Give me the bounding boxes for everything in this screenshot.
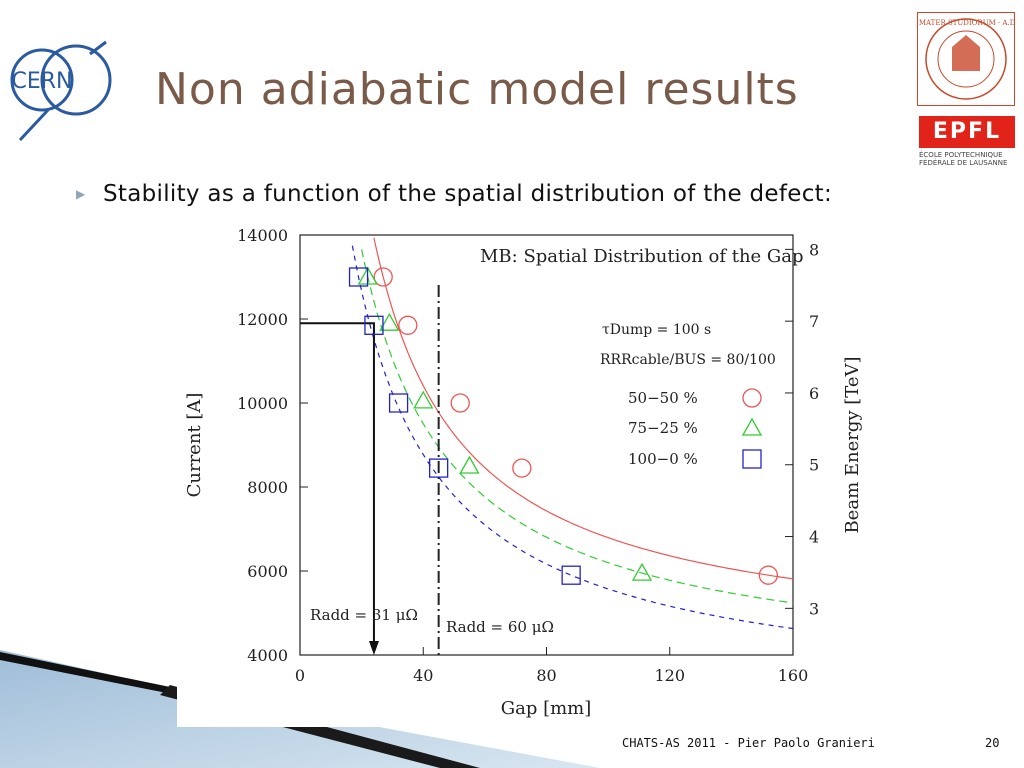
cern-logo-text: CERN xyxy=(11,69,72,94)
epfl-wordmark: EPFL xyxy=(919,116,1015,148)
chart-title: MB: Spatial Distribution of the Gap xyxy=(480,246,804,267)
legend-label: 75−25 % xyxy=(628,419,698,437)
unibo-logo: ALMA MATER STUDIORUM · A.D. 1088 xyxy=(894,12,1024,106)
bullet-icon: ▶ xyxy=(76,187,86,201)
x-axis-ticks: 0 40 80 120 160 xyxy=(295,647,808,685)
x-tick-label: 0 xyxy=(295,666,305,685)
data-point-triangle xyxy=(631,562,653,581)
fit-curves xyxy=(351,237,794,630)
y-tick-label: 8000 xyxy=(247,478,288,497)
x-axis-label: Gap [mm] xyxy=(501,698,592,719)
operating-point-arrow xyxy=(300,322,375,647)
data-point-circle xyxy=(450,393,470,413)
y-tick-label: 14000 xyxy=(237,226,288,245)
legend-marker-circle xyxy=(742,388,762,408)
y-tick-label: 4000 xyxy=(247,646,288,665)
data-point-circle xyxy=(398,315,418,335)
epfl-logo: EPFL ÉCOLE POLYTECHNIQUE FÉDÉRALE DE LAU… xyxy=(919,116,1015,167)
legend-header-tau: τDump = 100 s xyxy=(602,322,711,338)
y-tick-label: 6000 xyxy=(247,562,288,581)
bullet-text: Stability as a function of the spatial d… xyxy=(103,181,833,207)
legend-label: 100−0 % xyxy=(628,450,698,468)
y2-tick-label: 7 xyxy=(809,312,819,331)
y-axis-ticks: 4000 6000 8000 10000 12000 14000 xyxy=(237,226,308,665)
y-tick-label: 12000 xyxy=(237,310,288,329)
data-markers xyxy=(348,266,778,585)
cern-logo: CERN xyxy=(10,40,112,142)
x-tick-label: 120 xyxy=(654,666,685,685)
data-point-circle xyxy=(512,458,532,478)
fit-curve-1 xyxy=(361,249,794,604)
x-tick-label: 160 xyxy=(778,666,809,685)
data-point-circle xyxy=(758,565,778,585)
data-point-square xyxy=(561,565,581,585)
data-point-square xyxy=(388,393,409,413)
data-point-triangle xyxy=(379,312,400,331)
radd-31-label: Radd = 31 μΩ xyxy=(310,606,418,624)
fit-curve-0 xyxy=(373,237,794,580)
y2-axis-label: Beam Energy [TeV] xyxy=(842,356,863,533)
unibo-logo-text: ALMA MATER STUDIORUM · A.D. 1088 xyxy=(918,19,1014,27)
legend-marker-square xyxy=(742,449,762,469)
data-point-circle xyxy=(373,267,393,287)
arrow-head xyxy=(368,641,379,655)
legend-label: 50−50 % xyxy=(628,389,698,407)
data-point-square xyxy=(348,267,369,287)
fit-curve-2 xyxy=(351,245,794,630)
y-axis-label: Current [A] xyxy=(184,393,205,498)
data-point-triangle xyxy=(459,455,480,474)
annotations: Radd = 31 μΩ Radd = 60 μΩ xyxy=(300,285,554,655)
legend-marker-triangle xyxy=(741,417,763,436)
footer-text: CHATS-AS 2011 - Pier Paolo Granieri xyxy=(622,736,875,750)
y2-tick-label: 5 xyxy=(809,456,819,475)
epfl-line1: ÉCOLE POLYTECHNIQUE xyxy=(919,151,1003,159)
data-point-square xyxy=(364,315,384,335)
x-tick-label: 40 xyxy=(413,666,433,685)
y2-tick-label: 4 xyxy=(809,528,819,547)
y2-tick-label: 3 xyxy=(809,599,819,618)
data-point-square xyxy=(429,458,449,478)
slide-title: Non adiabatic model results xyxy=(155,64,799,115)
radd-60-label: Radd = 60 μΩ xyxy=(446,618,554,636)
chart-background xyxy=(177,222,825,727)
y2-axis-ticks: 3 4 5 6 7 8 xyxy=(785,240,819,618)
legend: 50−50 % 75−25 % 100−0 % xyxy=(628,388,763,469)
x-tick-label: 80 xyxy=(536,666,556,685)
epfl-line2: FÉDÉRALE DE LAUSANNE xyxy=(919,159,1008,167)
data-point-triangle xyxy=(413,390,434,409)
page-number: 20 xyxy=(985,736,1000,750)
y2-tick-label: 6 xyxy=(809,384,819,403)
y-tick-label: 10000 xyxy=(237,394,288,413)
legend-header-rrr: RRRcable/BUS = 80/100 xyxy=(600,352,776,368)
y2-tick-label: 8 xyxy=(809,240,819,259)
